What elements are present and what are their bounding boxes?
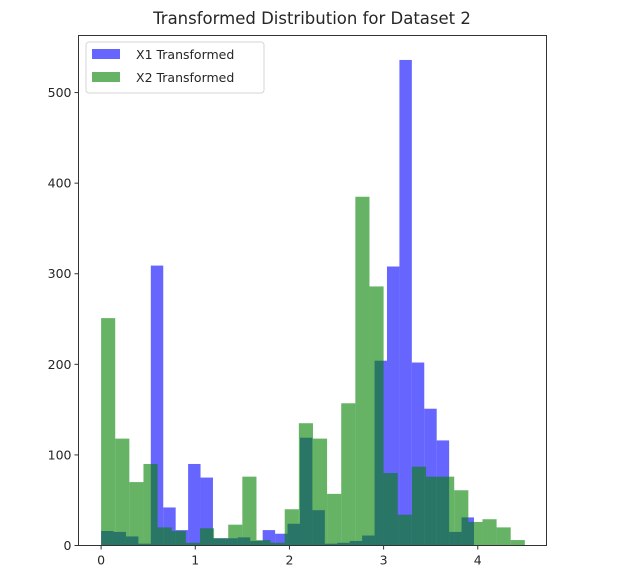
histogram-bar-x2 xyxy=(327,493,342,546)
histogram-bar-x2 xyxy=(143,463,158,546)
histogram-bar-x2 xyxy=(425,476,441,546)
y-tick-label: 300 xyxy=(48,266,72,281)
x-tick-label: 4 xyxy=(474,553,482,568)
x-tick-label: 1 xyxy=(191,553,199,568)
histogram-bar-x2 xyxy=(341,403,356,546)
histogram-bar-x2 xyxy=(440,476,455,546)
y-axis-ticks: 0 100 200 300 400 500 xyxy=(48,85,79,553)
legend-label-x1: X1 Transformed xyxy=(136,47,234,62)
legend-label-x2: X2 Transformed xyxy=(136,70,234,85)
histogram-bar-x2 xyxy=(171,531,186,546)
y-tick-label: 400 xyxy=(48,176,72,191)
histogram-bar-x2 xyxy=(185,542,200,546)
histogram-bar-x2 xyxy=(284,509,299,546)
histogram-bar-x2 xyxy=(270,542,285,546)
histogram-bar-x2 xyxy=(298,423,313,546)
histogram-bar-x2 xyxy=(397,514,412,546)
histogram-bar-x2 xyxy=(468,521,483,546)
histogram-bar-x2 xyxy=(199,528,215,546)
histogram-bar-x2 xyxy=(454,490,469,546)
histogram-bar-x2 xyxy=(256,540,271,546)
histogram-bar-x2 xyxy=(482,519,497,546)
histogram-bar-x2 xyxy=(411,466,426,546)
histogram-bar-x2 xyxy=(228,524,243,546)
histogram-bar-x2 xyxy=(157,527,172,546)
histogram-bar-x2 xyxy=(115,438,130,546)
histogram-bar-x2 xyxy=(496,527,511,546)
x-axis-ticks: 0 1 2 3 4 xyxy=(97,545,482,568)
y-tick-label: 500 xyxy=(48,85,72,100)
histogram-bar-x1 xyxy=(275,533,288,546)
x-tick-label: 0 xyxy=(97,553,105,568)
histogram-bar-x2 xyxy=(242,476,257,546)
x-tick-label: 3 xyxy=(380,553,388,568)
y-tick-label: 100 xyxy=(48,447,72,462)
histogram-bar-x1 xyxy=(188,463,201,546)
x-tick-label: 2 xyxy=(285,553,293,568)
legend-box xyxy=(85,41,265,94)
axes-frame xyxy=(78,35,547,546)
histogram-bar-x2 xyxy=(369,286,384,546)
histogram-bar-x2 xyxy=(214,538,229,546)
chart-title: Transformed Distribution for Dataset 2 xyxy=(152,9,471,28)
y-tick-label: 0 xyxy=(64,538,72,553)
legend: X1 Transformed X2 Transformed xyxy=(85,41,265,94)
legend-swatch-x1 xyxy=(92,49,120,59)
legend-swatch-x2 xyxy=(92,72,120,82)
histogram-bar-x2 xyxy=(129,482,144,546)
histogram-bar-x2 xyxy=(383,473,398,546)
plot-bars xyxy=(101,59,525,546)
histogram-bar-x2 xyxy=(101,318,116,546)
y-tick-label: 200 xyxy=(48,357,72,372)
histogram-bar-x2 xyxy=(312,438,328,546)
histogram-bar-x2 xyxy=(355,196,370,546)
histogram-bar-x2 xyxy=(510,540,525,546)
histogram-bar-x1 xyxy=(399,59,412,546)
